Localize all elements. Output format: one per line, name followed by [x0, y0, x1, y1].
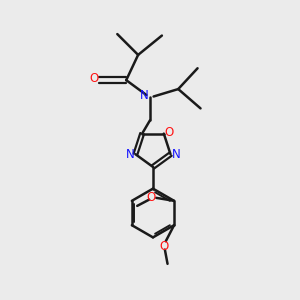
Text: N: N: [140, 88, 149, 101]
Text: N: N: [172, 148, 180, 161]
Text: O: O: [147, 191, 156, 204]
Text: O: O: [159, 240, 168, 253]
Text: N: N: [126, 148, 134, 161]
Text: O: O: [164, 126, 173, 139]
Text: O: O: [89, 73, 98, 85]
